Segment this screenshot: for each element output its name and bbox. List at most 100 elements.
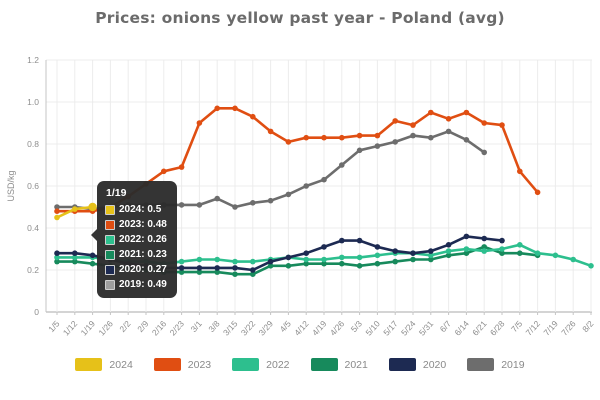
data-point-2023 <box>196 120 203 126</box>
data-point-2019 <box>267 197 274 204</box>
tooltip-row-2020: 2020: 0.27 <box>105 262 169 277</box>
data-point-2023 <box>232 105 238 112</box>
data-point-2021 <box>54 258 60 265</box>
data-point-2023 <box>499 122 505 128</box>
data-point-2021 <box>267 263 274 269</box>
data-point-2019 <box>250 200 256 206</box>
data-point-2023 <box>161 168 167 175</box>
data-point-2020 <box>392 248 399 254</box>
tooltip-value-2024: 2024: 0.5 <box>119 204 162 215</box>
tooltip-date: 1/19 <box>106 187 127 199</box>
y-tick-label: 0 <box>34 307 39 317</box>
data-point-2022 <box>303 256 310 263</box>
data-point-2022 <box>321 256 327 263</box>
data-point-2023 <box>463 109 470 116</box>
data-point-2020 <box>72 250 78 256</box>
x-tick-label: 5/24 <box>399 318 418 337</box>
x-tick-label: 2/2 <box>117 318 133 334</box>
legend-label-2022: 2022 <box>266 358 290 371</box>
tooltip-swatch-2023 <box>105 219 115 230</box>
tooltip-row-2023: 2023: 0.48 <box>105 217 169 232</box>
x-tick-label: 4/12 <box>292 318 311 337</box>
price-chart-svg[interactable]: 1.21.00.80.60.40.201/5 1/12 1/19 1/26 2/2 2/9… <box>0 0 600 356</box>
data-point-2021 <box>89 260 96 267</box>
data-point-2023 <box>339 134 345 141</box>
x-tick-label: 6/28 <box>488 318 507 337</box>
data-point-2023 <box>534 189 541 196</box>
x-tick-label: 7/19 <box>541 318 560 337</box>
data-point-2023 <box>178 164 185 170</box>
data-point-2019 <box>178 202 185 208</box>
data-point-2021 <box>410 256 416 263</box>
data-point-2022 <box>339 254 345 261</box>
data-point-2022 <box>552 252 559 259</box>
data-point-2020 <box>232 265 238 271</box>
x-tick-label: 5/3 <box>349 318 365 334</box>
data-point-2021 <box>339 260 345 267</box>
data-point-2022 <box>570 256 576 263</box>
data-point-2020 <box>303 250 310 256</box>
legend-swatch-2022 <box>232 358 260 371</box>
x-tick-label: 3/8 <box>206 318 222 334</box>
data-point-2022 <box>178 258 185 265</box>
data-point-2024 <box>54 214 60 221</box>
x-tick-label: 7/26 <box>559 318 578 337</box>
x-tick-label: 5/17 <box>381 318 400 337</box>
data-point-2021 <box>232 271 238 278</box>
legend-item-2023[interactable]: 2023 <box>153 358 211 371</box>
data-point-2022 <box>374 252 381 259</box>
x-tick-label: 6/21 <box>470 318 489 337</box>
data-point-2020 <box>374 244 381 250</box>
data-point-2023 <box>250 113 256 120</box>
data-point-2023 <box>374 132 381 139</box>
legend-swatch-2021 <box>310 358 338 371</box>
data-point-2021 <box>463 250 470 256</box>
x-tick-label: 3/29 <box>257 318 276 337</box>
data-point-2019 <box>392 139 399 145</box>
data-point-2019 <box>214 195 220 202</box>
data-point-2022 <box>356 254 363 261</box>
legend-item-2022[interactable]: 2022 <box>232 358 290 371</box>
data-point-2020 <box>214 265 220 271</box>
data-point-2023 <box>517 168 523 175</box>
x-tick-label: 3/22 <box>239 318 258 337</box>
data-point-2023 <box>392 118 399 124</box>
data-point-2023 <box>356 132 363 139</box>
data-point-2022 <box>517 242 523 248</box>
x-tick-label: 3/1 <box>189 318 205 334</box>
x-tick-label: 4/5 <box>278 318 294 334</box>
data-point-2022 <box>196 256 203 263</box>
chart-tooltip: 1/19 2024: 0.5 2023: 0.48 2022: 0.26 2021: … <box>91 181 177 298</box>
data-point-2020 <box>356 237 363 244</box>
data-point-2021 <box>392 258 399 265</box>
chart-legend: 2024 2023 2022 2021 2020 2019 <box>0 358 600 371</box>
tooltip-swatch-2021 <box>105 249 115 260</box>
x-tick-label: 7/12 <box>524 318 543 337</box>
data-point-2021 <box>445 252 452 259</box>
tooltip-rows: 2024: 0.5 2023: 0.48 2022: 0.26 2021: 0.23 2… <box>105 202 169 292</box>
data-point-2019 <box>445 128 452 135</box>
x-tick-label: 1/5 <box>46 318 62 334</box>
y-axis-title: USD/kg <box>6 170 16 201</box>
data-point-2020 <box>89 252 96 259</box>
legend-label-2021: 2021 <box>344 358 368 371</box>
data-point-2019 <box>428 134 434 141</box>
x-tick-label: 3/15 <box>221 318 240 337</box>
data-point-2021 <box>303 260 310 267</box>
data-point-2021 <box>481 244 488 250</box>
data-point-2023 <box>54 208 60 214</box>
x-tick-label: 7/5 <box>509 318 525 334</box>
tooltip-row-2021: 2021: 0.23 <box>105 247 169 262</box>
legend-item-2020[interactable]: 2020 <box>388 358 446 371</box>
data-point-2022 <box>481 248 488 254</box>
legend-item-2021[interactable]: 2021 <box>310 358 368 371</box>
legend-item-2024[interactable]: 2024 <box>75 358 133 371</box>
data-point-2020 <box>499 237 505 244</box>
legend-swatch-2023 <box>153 358 181 371</box>
tooltip-value-2023: 2023: 0.48 <box>119 219 167 230</box>
y-tick-label: 0.6 <box>27 181 39 191</box>
legend-item-2019[interactable]: 2019 <box>467 358 525 371</box>
data-point-2023 <box>428 109 434 116</box>
data-point-2021 <box>356 263 363 269</box>
